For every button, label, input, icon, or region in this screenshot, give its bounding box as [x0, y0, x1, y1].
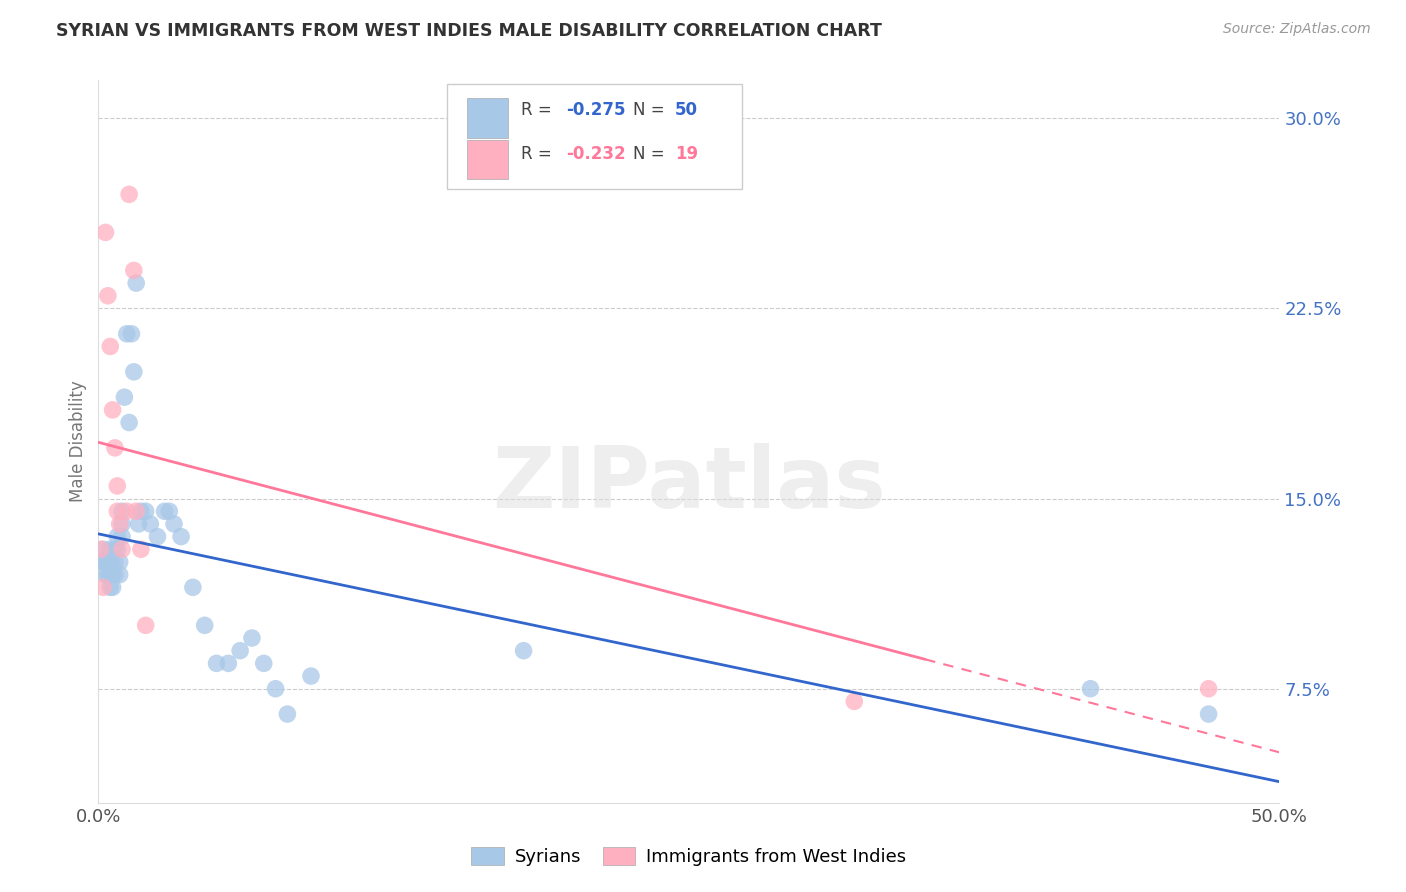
Point — [253, 657, 276, 671]
Point — [98, 542, 121, 557]
Point — [264, 681, 287, 696]
Point — [153, 504, 176, 518]
Point — [135, 504, 157, 518]
Point — [94, 226, 117, 240]
Text: R =: R = — [522, 145, 557, 163]
Text: 19: 19 — [675, 145, 697, 163]
Point — [122, 263, 145, 277]
Text: Source: ZipAtlas.com: Source: ZipAtlas.com — [1223, 22, 1371, 37]
Point — [111, 504, 134, 518]
Text: N =: N = — [634, 101, 671, 119]
Point — [170, 530, 193, 544]
Point — [101, 580, 124, 594]
Text: ZIPatlas: ZIPatlas — [492, 443, 886, 526]
Point — [121, 326, 143, 341]
Point — [217, 657, 239, 671]
Legend: Syrians, Immigrants from West Indies: Syrians, Immigrants from West Indies — [464, 839, 914, 873]
Point — [111, 516, 134, 531]
Point — [111, 530, 134, 544]
Point — [146, 530, 169, 544]
Point — [205, 657, 228, 671]
Point — [108, 567, 131, 582]
Point — [163, 516, 186, 531]
Point — [104, 441, 127, 455]
Point — [139, 516, 162, 531]
Point — [105, 504, 128, 518]
Point — [108, 516, 131, 531]
Point — [118, 416, 141, 430]
Point — [97, 289, 120, 303]
Point — [118, 187, 141, 202]
Point — [194, 618, 217, 632]
Point — [299, 669, 322, 683]
Text: 50: 50 — [675, 101, 697, 119]
Point — [91, 542, 114, 557]
Y-axis label: Male Disability: Male Disability — [69, 381, 87, 502]
Point — [181, 580, 204, 594]
Point — [1198, 681, 1220, 696]
Text: -0.232: -0.232 — [567, 145, 626, 163]
Point — [129, 504, 152, 518]
Point — [97, 555, 120, 569]
Point — [128, 516, 150, 531]
Point — [229, 643, 252, 657]
Point — [98, 567, 121, 582]
Point — [1198, 707, 1220, 722]
Point — [90, 542, 112, 557]
Point — [94, 555, 117, 569]
Bar — [467, 139, 508, 179]
Point — [115, 326, 138, 341]
FancyBboxPatch shape — [447, 84, 742, 189]
Point — [105, 542, 128, 557]
Point — [157, 504, 180, 518]
Point — [108, 555, 131, 569]
Point — [104, 567, 127, 582]
Point — [98, 555, 121, 569]
Text: -0.275: -0.275 — [567, 101, 626, 119]
Point — [94, 567, 117, 582]
Point — [91, 555, 114, 569]
Point — [105, 479, 128, 493]
Point — [98, 339, 121, 353]
Point — [125, 504, 148, 518]
Point — [112, 390, 135, 404]
Point — [240, 631, 263, 645]
Text: N =: N = — [634, 145, 671, 163]
Point — [91, 580, 114, 594]
Point — [98, 580, 121, 594]
Point — [104, 555, 127, 569]
Text: SYRIAN VS IMMIGRANTS FROM WEST INDIES MALE DISABILITY CORRELATION CHART: SYRIAN VS IMMIGRANTS FROM WEST INDIES MA… — [56, 22, 882, 40]
Point — [129, 542, 152, 557]
Point — [101, 402, 124, 417]
Point — [101, 567, 124, 582]
Point — [105, 530, 128, 544]
Text: R =: R = — [522, 101, 557, 119]
Point — [111, 542, 134, 557]
Point — [844, 694, 866, 708]
Point — [276, 707, 298, 722]
Point — [125, 276, 148, 290]
Point — [512, 643, 534, 657]
Point — [115, 504, 138, 518]
Point — [135, 618, 157, 632]
Point — [104, 542, 127, 557]
Bar — [467, 98, 508, 138]
Point — [97, 567, 120, 582]
Point — [1080, 681, 1102, 696]
Point — [122, 365, 145, 379]
